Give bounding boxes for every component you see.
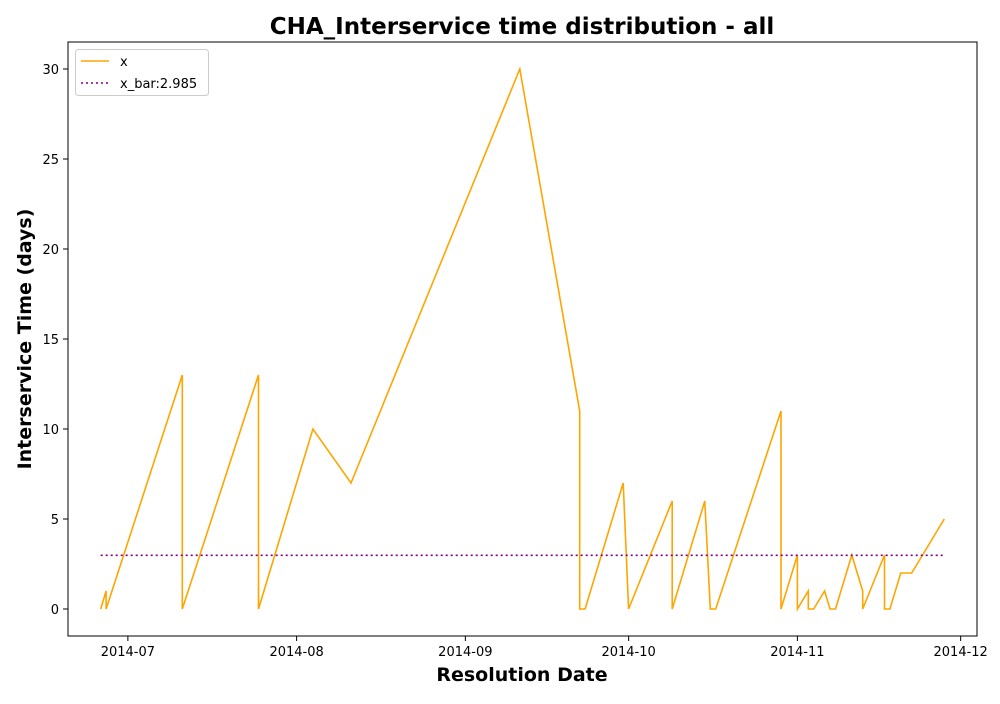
- x-tick-label: 2014-10: [601, 645, 655, 660]
- y-tick-label: 25: [42, 153, 59, 168]
- x-tick-label: 2014-09: [438, 645, 492, 660]
- axes: 2014-07 2014-08 2014-09 2014-10 2014-11 2014-…: [42, 41, 988, 660]
- x-tick-label: 2014-07: [101, 645, 155, 660]
- x-tick-label: 2014-08: [269, 645, 323, 660]
- x-axis-label: Resolution Date: [436, 664, 607, 686]
- chart-title: CHA_Interservice time distribution - all: [270, 14, 775, 40]
- legend-label-1: x: [120, 55, 128, 70]
- x-tick-label: 2014-12: [934, 645, 988, 660]
- y-tick-label: 15: [42, 333, 59, 348]
- legend-label-2: x_bar:2.985: [120, 77, 197, 92]
- x-tick-label: 2014-11: [770, 645, 824, 660]
- y-tick-label: 20: [42, 243, 59, 258]
- y-tick-label: 30: [42, 63, 59, 78]
- plot-area: [99, 66, 945, 612]
- y-tick-label: 5: [51, 513, 59, 528]
- y-axis-label: Interservice Time (days): [14, 209, 36, 470]
- plot-frame: [67, 41, 978, 637]
- y-tick-label: 10: [42, 423, 59, 438]
- series-line-1: [99, 66, 945, 612]
- legend: x x_bar:2.985: [75, 49, 209, 96]
- y-tick-label: 0: [51, 603, 59, 618]
